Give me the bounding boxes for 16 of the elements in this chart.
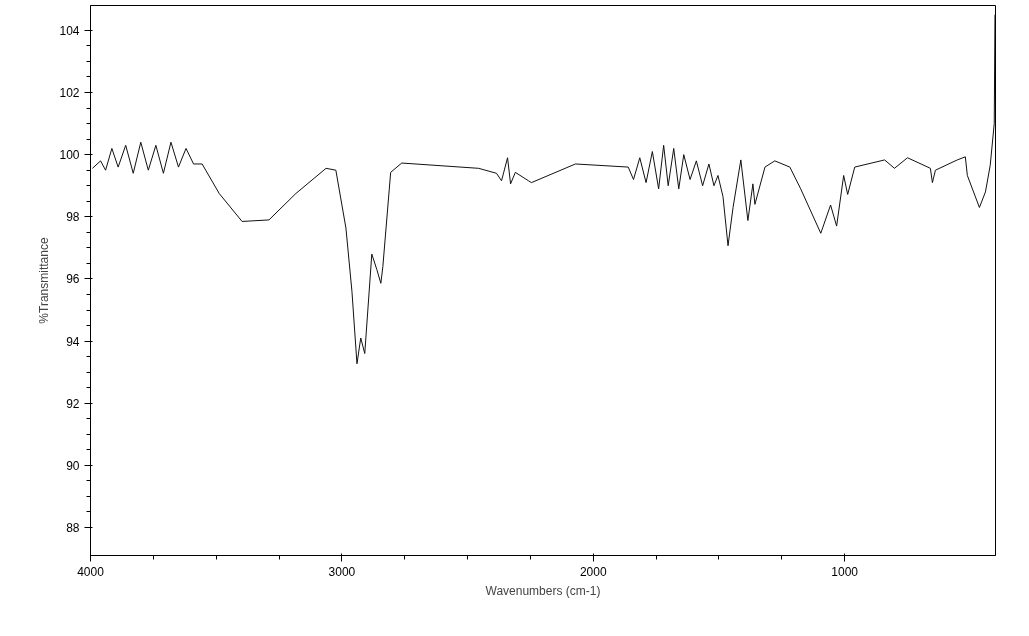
y-tick-label: 102 <box>59 86 80 101</box>
y-tick-label: 98 <box>66 210 80 225</box>
y-tick-label: 94 <box>66 334 80 349</box>
y-tick-label: 88 <box>66 521 80 536</box>
y-axis-title: %Transmittance <box>37 237 52 324</box>
x-tick-label: 2000 <box>579 564 607 579</box>
line-series <box>92 14 996 365</box>
x-tick-label: 4000 <box>77 564 105 579</box>
y-tick-label: 96 <box>66 272 80 287</box>
x-tick-label: 1000 <box>831 564 859 579</box>
y-tick-label: 100 <box>59 148 80 163</box>
y-tick-label: 92 <box>66 396 80 411</box>
x-tick-label: 3000 <box>328 564 356 579</box>
x-axis-title: Wavenumbers (cm-1) <box>485 583 601 598</box>
y-tick-label: 104 <box>59 23 80 38</box>
y-tick-label: 90 <box>66 458 80 473</box>
